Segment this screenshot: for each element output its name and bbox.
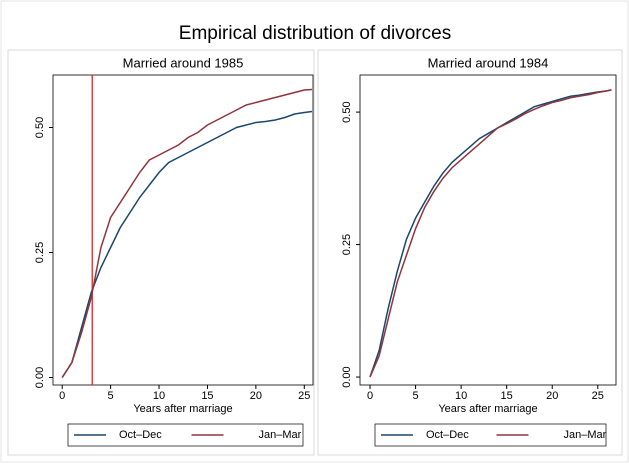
legend-label: Jan–Mar bbox=[564, 429, 607, 441]
plot-area bbox=[359, 74, 617, 386]
x-tick-label: 25 bbox=[298, 390, 310, 402]
y-tick-label: 0.25 bbox=[34, 242, 46, 263]
y-tick-label: 0.25 bbox=[341, 234, 353, 255]
x-tick-label: 5 bbox=[413, 390, 419, 402]
x-tick-label: 10 bbox=[153, 390, 165, 402]
x-tick-label: 20 bbox=[250, 390, 262, 402]
y-tick-label: 0.50 bbox=[341, 101, 353, 122]
legend bbox=[374, 423, 607, 447]
x-tick-label: 5 bbox=[108, 390, 114, 402]
x-tick-label: 15 bbox=[501, 390, 513, 402]
data-line bbox=[369, 89, 612, 378]
legend-label: Jan–Mar bbox=[259, 429, 302, 441]
panel-title: Married around 1984 bbox=[428, 55, 549, 70]
x-tick-label: 10 bbox=[455, 390, 467, 402]
y-tick-label: 0.00 bbox=[34, 367, 46, 388]
y-tick-label: 0.00 bbox=[341, 366, 353, 387]
plot-area bbox=[52, 74, 314, 386]
data-line bbox=[61, 110, 313, 378]
legend-label: Oct–Dec bbox=[426, 429, 469, 441]
x-tick-label: 15 bbox=[201, 390, 213, 402]
y-tick-label: 0.50 bbox=[34, 117, 46, 138]
panel-title: Married around 1985 bbox=[123, 55, 244, 70]
x-tick-label: 25 bbox=[592, 390, 604, 402]
x-axis-label: Years after marriage bbox=[438, 403, 537, 415]
legend bbox=[67, 423, 304, 447]
chart-title: Empirical distribution of divorces bbox=[179, 23, 451, 44]
x-axis-label: Years after marriage bbox=[133, 403, 232, 415]
data-line bbox=[369, 89, 612, 378]
x-tick-label: 0 bbox=[59, 390, 65, 402]
data-line bbox=[61, 88, 313, 378]
legend-label: Oct–Dec bbox=[119, 429, 162, 441]
x-tick-label: 0 bbox=[367, 390, 373, 402]
x-tick-label: 20 bbox=[546, 390, 558, 402]
